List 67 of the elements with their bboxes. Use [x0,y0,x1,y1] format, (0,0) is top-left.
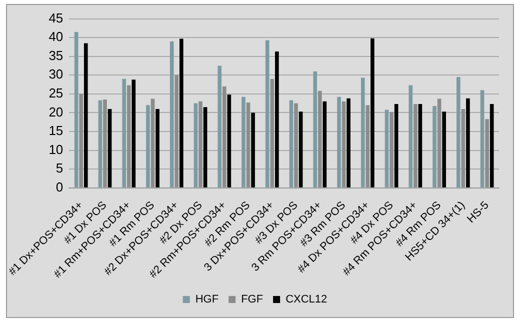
bar [346,98,350,188]
bar [313,71,318,188]
y-tick-label: 20 [48,104,64,120]
bar [384,110,389,188]
bar [246,102,250,188]
bar [270,78,274,188]
legend-label: CXCL12 [286,294,328,306]
bar [203,107,208,188]
bar [298,112,303,188]
bar [108,108,112,188]
bar [414,104,418,188]
y-tick-label: 0 [56,179,64,194]
bar [132,80,136,188]
bar [194,103,198,188]
bar [122,78,126,188]
legend-label: FGF [241,294,264,306]
bar [366,105,370,188]
bar [198,101,202,188]
bar [126,85,131,188]
bar [456,77,460,188]
bar [337,96,341,188]
bar [432,106,436,188]
bar [437,98,442,188]
bar [322,101,327,188]
bar [289,100,294,188]
bar [98,100,102,188]
y-tick-label: 35 [48,48,64,63]
legend-label: HGF [195,294,219,306]
bar [170,41,174,188]
y-tick-label: 30 [48,66,64,82]
bar [174,75,179,188]
bar [490,104,494,188]
bar [103,100,107,188]
bar [275,51,279,188]
bar [480,90,484,188]
bar [222,86,226,188]
bar [74,32,78,188]
bar [265,40,270,188]
bar [146,105,150,188]
bar [485,119,489,188]
bar [342,101,346,188]
bar [418,104,422,188]
bar [218,66,222,188]
bar [390,112,394,188]
y-tick-label: 40 [48,29,64,44]
y-tick-label: 15 [48,123,64,138]
bar [442,112,446,188]
y-tick-label: 45 [48,10,64,26]
bar [179,38,184,188]
y-tick-label: 10 [48,142,64,157]
bar [461,108,466,188]
bar [370,38,374,188]
bar [466,98,470,188]
bar [156,108,160,188]
bar [251,112,255,188]
bar [79,94,84,188]
y-tick-label: 5 [56,160,64,176]
y-tick-label: 25 [48,85,64,100]
bar [394,104,398,188]
bar [227,94,232,188]
bar [360,78,365,188]
bar [318,90,322,188]
bar [150,98,155,188]
bar [294,103,298,188]
bar [242,96,246,188]
bar [408,85,413,188]
bar [84,43,88,188]
